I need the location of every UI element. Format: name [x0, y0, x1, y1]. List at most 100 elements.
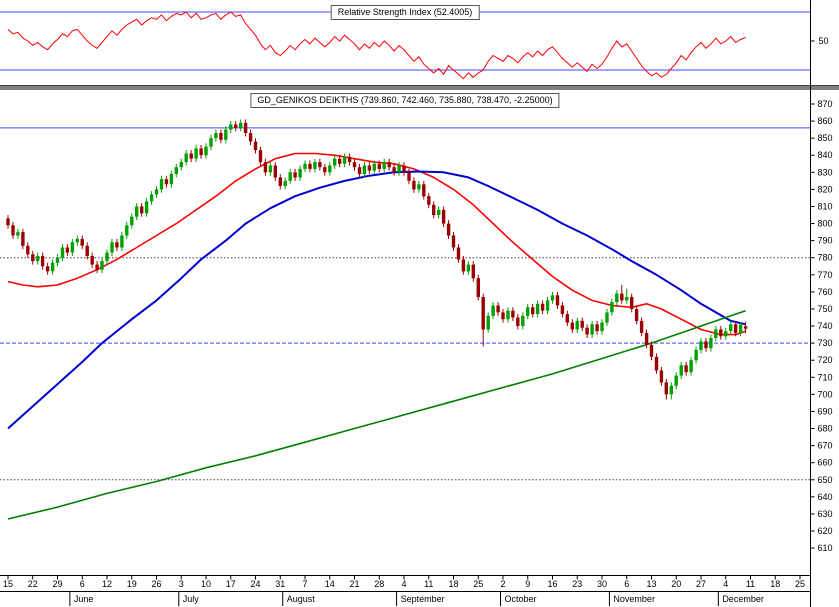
x-axis-day-label: 2	[500, 579, 505, 589]
candle-down	[684, 365, 688, 373]
x-axis-day-label: 29	[52, 579, 62, 589]
candle-up	[437, 209, 441, 215]
candle-up	[694, 350, 698, 361]
candle-down	[140, 206, 144, 214]
candle-down	[501, 312, 505, 320]
candle-down	[31, 254, 35, 262]
candle-down	[481, 297, 485, 330]
candle-up	[125, 225, 129, 236]
candle-down	[422, 184, 426, 197]
candle-up	[179, 162, 183, 168]
x-axis-day-label: 10	[201, 579, 211, 589]
y-axis-label: 720	[818, 355, 833, 365]
y-axis-label: 640	[818, 492, 833, 502]
candle-up	[194, 148, 198, 159]
candle-down	[392, 167, 396, 173]
candle-down	[427, 196, 431, 205]
candle-up	[209, 138, 213, 147]
candle-down	[654, 356, 659, 371]
candle-up	[521, 315, 525, 326]
candle-up	[36, 256, 40, 262]
candle-down	[248, 133, 253, 142]
candle-up	[526, 307, 530, 316]
x-axis-day-label: 4	[401, 579, 406, 589]
y-axis-label: 620	[818, 526, 833, 536]
candle-up	[699, 341, 703, 350]
candle-down	[555, 295, 560, 306]
candle-up	[154, 189, 159, 195]
x-axis-day-label: 18	[448, 579, 458, 589]
x-axis-day-label: 3	[179, 579, 184, 589]
candle-down	[743, 326, 748, 329]
y-axis-label: 870	[818, 99, 833, 109]
candle-down	[318, 162, 322, 168]
candle-down	[115, 242, 119, 248]
x-axis-day-label: 6	[624, 579, 629, 589]
x-axis-day-label: 30	[597, 579, 607, 589]
candle-up	[120, 235, 124, 248]
candle-up	[333, 158, 337, 166]
candle-up	[575, 320, 579, 330]
ma-fast-line	[7, 152, 746, 336]
candle-down	[441, 209, 446, 224]
candle-down	[293, 172, 297, 178]
candle-up	[709, 338, 713, 349]
candle-down	[664, 382, 668, 395]
candle-up	[535, 303, 540, 314]
x-axis-day-label: 25	[473, 579, 483, 589]
month-label: December	[722, 594, 764, 604]
candle-up	[149, 194, 154, 202]
candle-up	[610, 302, 614, 313]
candle-down	[347, 156, 352, 162]
candle-down	[199, 148, 203, 156]
candle-down	[595, 324, 599, 332]
candle-down	[352, 162, 357, 168]
candle-down	[219, 133, 223, 140]
candle-down	[644, 332, 649, 345]
candle-down	[461, 259, 466, 272]
candle-up	[313, 162, 317, 169]
x-axis-day-label: 17	[226, 579, 236, 589]
x-axis-day-label: 19	[127, 579, 137, 589]
candle-up	[239, 122, 243, 128]
candle-up	[729, 324, 733, 332]
month-label: August	[287, 594, 316, 604]
candle-down	[258, 150, 263, 163]
candle-down	[540, 303, 545, 311]
candle-up	[397, 165, 401, 173]
month-label: September	[401, 594, 445, 604]
candle-down	[639, 320, 644, 333]
candle-up	[214, 133, 218, 139]
candle-down	[377, 163, 381, 169]
x-axis-day-label: 15	[3, 579, 13, 589]
ma-medium-line	[7, 170, 746, 430]
y-axis-label: 680	[818, 424, 833, 434]
candle-up	[283, 180, 287, 186]
candle-down	[164, 179, 169, 185]
panel-splitter[interactable]	[0, 86, 839, 90]
price-panel-title: GD_GENIKOS DEIKTHS (739.860, 742.460, 73…	[250, 93, 560, 108]
candle-down	[90, 256, 94, 265]
candle-down	[451, 235, 456, 248]
candle-up	[545, 300, 550, 311]
candle-down	[412, 180, 416, 190]
month-label: July	[183, 594, 200, 604]
candle-down	[308, 163, 312, 169]
candle-up	[466, 264, 471, 272]
candle-down	[234, 124, 238, 128]
y-axis-label: 770	[818, 270, 833, 280]
x-axis-day-label: 4	[723, 579, 728, 589]
y-axis-label: 740	[818, 321, 833, 331]
candle-up	[600, 322, 604, 332]
candle-up	[342, 156, 347, 164]
x-axis-day-label: 22	[28, 579, 38, 589]
candle-down	[531, 307, 535, 315]
candle-up	[417, 184, 421, 190]
candle-up	[615, 293, 619, 303]
candle-down	[634, 309, 639, 321]
candle-up	[100, 261, 104, 270]
candle-down	[565, 314, 569, 323]
y-axis-label: 780	[818, 253, 833, 263]
candle-down	[511, 310, 515, 318]
